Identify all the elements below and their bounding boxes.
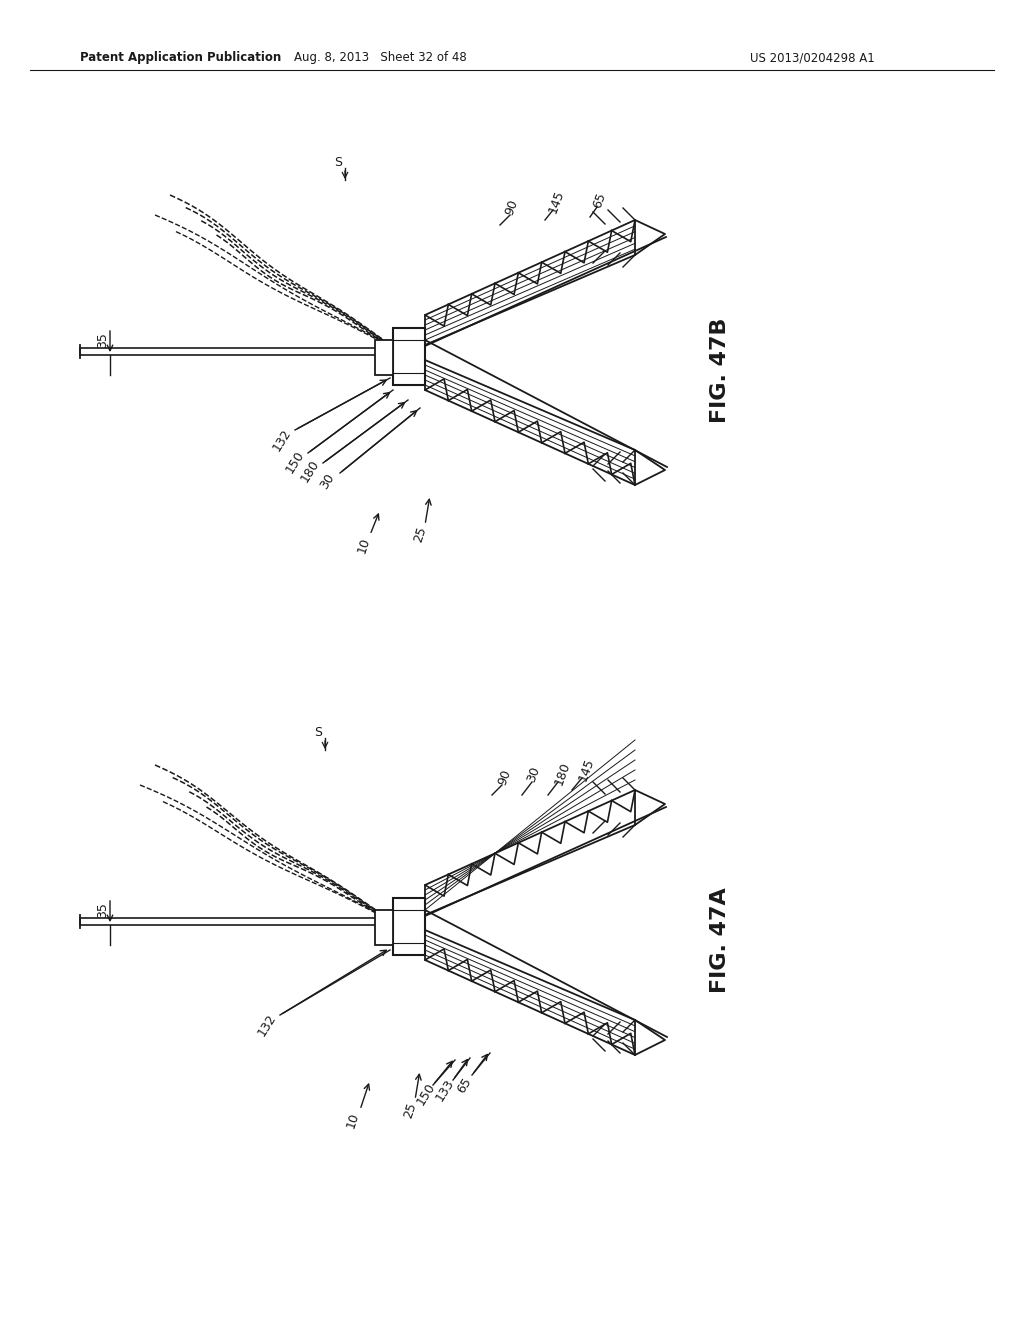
Text: 25: 25 [401, 1101, 419, 1119]
Text: 150: 150 [284, 449, 307, 475]
Text: 90: 90 [503, 197, 521, 216]
Text: US 2013/0204298 A1: US 2013/0204298 A1 [750, 51, 874, 65]
Polygon shape [375, 909, 393, 945]
Text: S: S [334, 156, 342, 169]
Polygon shape [80, 348, 393, 355]
Text: 35: 35 [96, 333, 110, 348]
Text: 132: 132 [270, 426, 294, 454]
Text: 35: 35 [96, 902, 110, 917]
Text: FIG. 47A: FIG. 47A [710, 887, 730, 993]
Text: 145: 145 [546, 189, 566, 215]
Text: 65: 65 [455, 1074, 474, 1096]
Polygon shape [425, 220, 635, 345]
Text: 180: 180 [552, 760, 572, 788]
Text: 10: 10 [355, 536, 373, 554]
Text: 145: 145 [575, 756, 596, 783]
Text: 180: 180 [298, 458, 322, 484]
Polygon shape [375, 341, 393, 375]
Polygon shape [80, 917, 393, 925]
Text: S: S [314, 726, 322, 738]
Text: Patent Application Publication: Patent Application Publication [80, 51, 282, 65]
Polygon shape [425, 931, 635, 1055]
Polygon shape [393, 898, 425, 954]
Text: 133: 133 [433, 1077, 457, 1104]
Text: 150: 150 [414, 1081, 438, 1107]
Text: Aug. 8, 2013   Sheet 32 of 48: Aug. 8, 2013 Sheet 32 of 48 [294, 51, 466, 65]
Text: 10: 10 [344, 1110, 361, 1130]
Polygon shape [425, 789, 635, 915]
Text: FIG. 47B: FIG. 47B [710, 317, 730, 422]
Text: 65: 65 [591, 190, 609, 210]
Polygon shape [393, 327, 425, 385]
Text: 90: 90 [497, 767, 514, 787]
Text: 30: 30 [317, 471, 337, 491]
Polygon shape [425, 360, 635, 484]
Text: 132: 132 [255, 1011, 279, 1039]
Text: 30: 30 [525, 764, 543, 784]
Text: 25: 25 [412, 524, 429, 544]
